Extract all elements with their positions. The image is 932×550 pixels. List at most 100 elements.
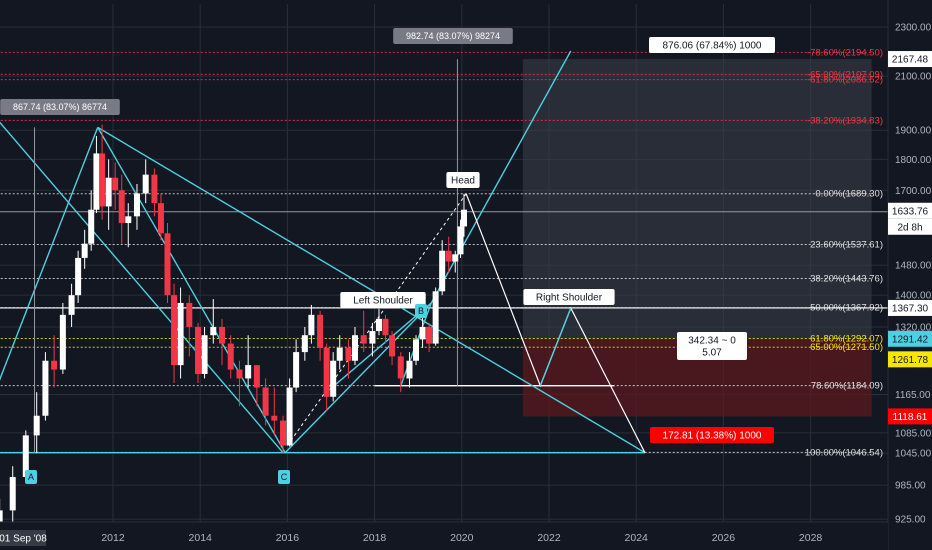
- candle-body-27: [210, 326, 217, 336]
- candle-body-26: [201, 335, 208, 374]
- candle-body-39: [308, 314, 315, 336]
- candle-body-56: [432, 291, 439, 344]
- price-axis-bg: [888, 0, 932, 550]
- time-tick-2026: 2026: [712, 532, 736, 544]
- left-shoulder-label-bg: [340, 292, 426, 308]
- price-tag-countdown-text: 2d 8h: [897, 222, 922, 233]
- candle-body-32: [253, 365, 260, 388]
- candle-body-17: [133, 193, 140, 217]
- right-shoulder-label-bg: [523, 289, 615, 305]
- stop-label: 172.81 (13.38%) 1000: [650, 427, 774, 443]
- risk-reward-value-label-text: 5.07: [702, 348, 722, 359]
- measure-label-first-leg: 867.74 (83.07%) 86774: [0, 99, 120, 115]
- point-b-label-text: B: [418, 306, 424, 316]
- candle-body-37: [293, 352, 300, 388]
- price-tag-current-bg: [888, 202, 932, 219]
- measure-label-second-leg-bg: [393, 28, 513, 44]
- candle-body-47: [369, 331, 376, 344]
- candle-body-42: [330, 360, 337, 397]
- price-tag-target-bg: [888, 51, 932, 68]
- measure-label-target: 876.06 (67.84%) 1000: [649, 37, 775, 53]
- candle-body-44: [345, 347, 352, 361]
- price-tag-entry2-bg: [888, 351, 932, 368]
- measure-label-target-bg: [649, 37, 775, 53]
- candle-body-52: [406, 360, 413, 379]
- fib-label-2: 38.20%(1443.76): [810, 274, 883, 285]
- fibonacci-levels: 0.00%(1689.30) 23.60%(1537.61) 38.20%(1443…: [0, 47, 888, 458]
- measure-label-first-leg-text: 867.74 (83.07%) 86774: [13, 102, 107, 112]
- pattern-line-7: [326, 302, 432, 393]
- point-a-label-bg: [25, 470, 37, 484]
- price-tick-1900.00: 1900.00: [895, 126, 932, 137]
- fib-label-7: 100.00%(1046.54): [805, 447, 883, 458]
- candle-body-33: [262, 387, 269, 416]
- time-tick-2012: 2012: [101, 532, 125, 544]
- candle-body-15: [118, 190, 125, 224]
- candle-body-48: [375, 318, 382, 332]
- candle-body-20: [157, 203, 164, 234]
- candle-body-46: [360, 335, 367, 344]
- risk-reward-value-label: 5.07: [677, 344, 747, 360]
- trade-zones: [522, 59, 872, 417]
- time-axis-bg: [0, 522, 888, 550]
- stop-label-bg: [650, 427, 774, 443]
- candle-body-51: [397, 356, 404, 379]
- candle-body-3: [33, 415, 40, 436]
- fib-label-8: -38.20%(1934.83): [807, 115, 883, 126]
- point-a-label-text: A: [28, 472, 34, 482]
- candlestick-series: [0, 124, 467, 550]
- candle-body-60: [457, 226, 464, 255]
- measure-label-second-leg: 982.74 (83.07%) 98274: [393, 28, 513, 44]
- measure-label-second-leg-text: 982.74 (83.07%) 98274: [406, 31, 500, 41]
- price-tick-2300.00: 2300.00: [895, 22, 932, 33]
- risk-reward-value-label-bg: [677, 344, 747, 360]
- fib-label-1: 23.60%(1537.61): [810, 240, 883, 251]
- pattern-line-4: [97, 126, 646, 454]
- candle-body-1: [9, 476, 16, 511]
- chart-annotations: 867.74 (83.07%) 86774 982.74 (83.07%) 982…: [0, 28, 775, 484]
- measure-label-first-leg-bg: [0, 99, 120, 115]
- price-tag-current-text: 1633.76: [892, 206, 929, 217]
- head-label-bg: [446, 172, 480, 188]
- candle-body-24: [186, 302, 193, 327]
- fib-label-11: -78.60%(2194.50): [807, 47, 883, 58]
- fib-label-5: 65.00%(1271.50): [810, 342, 883, 353]
- time-corner-label: 01 Sep '08: [0, 534, 47, 545]
- price-tick-1800.00: 1800.00: [895, 155, 932, 166]
- price-tag-entry-text: 1291.42: [892, 334, 929, 345]
- pattern-line-6: [284, 302, 432, 454]
- price-tick-1165.00: 1165.00: [895, 390, 931, 401]
- left-shoulder-label: Left Shoulder: [340, 292, 426, 308]
- candle-body-16: [125, 216, 132, 224]
- price-axis[interactable]: 2300.00 2100.00 1900.00 1800.00 1700.00 1480.…: [887, 0, 932, 550]
- right-shoulder-label-text: Right Shoulder: [536, 293, 603, 304]
- fib-label-0: 0.00%(1689.30): [815, 189, 883, 200]
- candle-body-9: [81, 243, 88, 258]
- time-axis[interactable]: 2012 2014 2016 2018 2020 2022 2024 2026 2028 01 S…: [0, 521, 888, 550]
- head-label-text: Head: [451, 176, 475, 187]
- point-c-label: C: [278, 470, 290, 484]
- candle-body-21: [164, 233, 171, 296]
- candle-body-11: [93, 153, 100, 210]
- price-tick-1320.00: 1320.00: [895, 322, 932, 333]
- candle-body-29: [227, 343, 234, 370]
- candle-body-7: [68, 295, 75, 315]
- fib-label-9: -61.80%(2086.52): [807, 75, 883, 86]
- pattern-line-1: [0, 121, 284, 454]
- price-tick-2100.00: 2100.00: [895, 72, 932, 83]
- candle-body-34: [271, 415, 278, 421]
- candle-body-28: [219, 326, 225, 344]
- fib-label-10: -65.00%(2107.09): [807, 69, 883, 80]
- head-label: Head: [446, 172, 480, 188]
- candle-body-18: [142, 174, 149, 194]
- candle-body-8: [75, 257, 82, 296]
- candle-body-59: [452, 254, 459, 262]
- pattern-line-3: [97, 127, 286, 454]
- candle-body-10: [88, 209, 95, 244]
- candle-body-45: [351, 335, 358, 361]
- candle-body-12: [99, 153, 106, 207]
- point-a-label: A: [25, 470, 37, 484]
- price-tick-1085.00: 1085.00: [895, 428, 932, 439]
- left-shoulder-label-text: Left Shoulder: [353, 296, 413, 307]
